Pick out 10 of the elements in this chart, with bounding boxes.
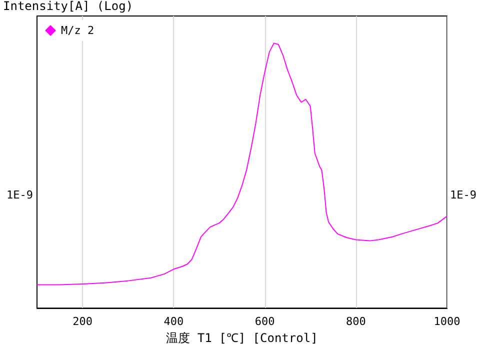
text: 1E-9 xyxy=(6,188,33,202)
x-tick-label: 200 xyxy=(72,315,92,328)
x-tick-label: 400 xyxy=(164,315,184,328)
legend-label: M/z 2 xyxy=(61,24,94,37)
x-axis-title: 温度 T1 [℃] [Control] xyxy=(166,331,318,345)
x-tick-label: 1000 xyxy=(434,315,460,328)
y-axis-title: Intensity[A] (Log) xyxy=(3,0,134,13)
text: 1E-9 xyxy=(450,188,476,202)
x-tick-label: 600 xyxy=(254,315,275,328)
x-tick-label: 800 xyxy=(346,315,366,328)
